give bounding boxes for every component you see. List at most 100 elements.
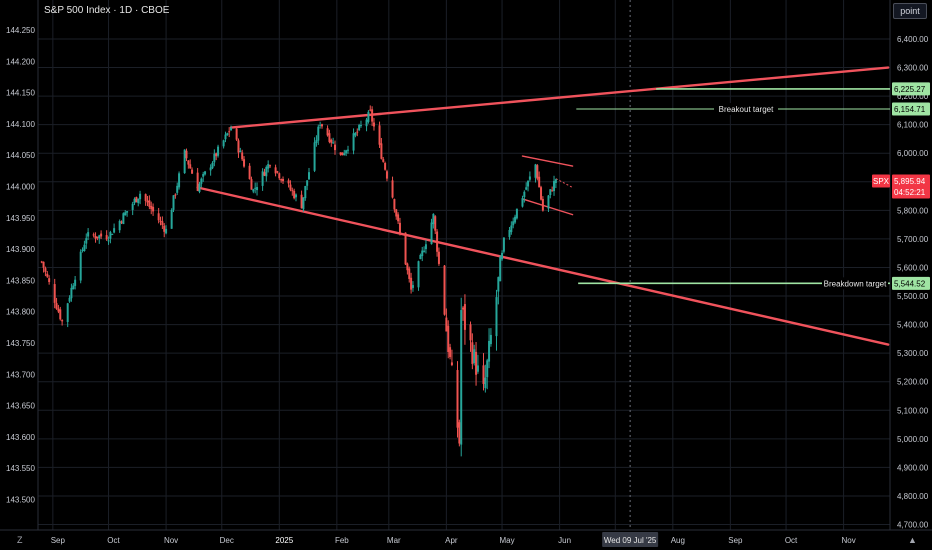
candle[interactable] bbox=[308, 172, 311, 180]
candle[interactable] bbox=[549, 189, 552, 195]
candle[interactable] bbox=[397, 214, 400, 222]
candle[interactable] bbox=[321, 124, 323, 127]
candle[interactable] bbox=[68, 297, 71, 302]
candle[interactable] bbox=[256, 187, 259, 191]
candle[interactable] bbox=[269, 165, 272, 167]
candle[interactable] bbox=[317, 126, 320, 141]
candle[interactable] bbox=[295, 194, 298, 198]
candle[interactable] bbox=[367, 111, 370, 122]
candle[interactable] bbox=[83, 244, 86, 251]
candle[interactable] bbox=[59, 309, 62, 320]
candle[interactable] bbox=[443, 265, 446, 315]
candle[interactable] bbox=[198, 183, 201, 192]
candle[interactable] bbox=[230, 127, 233, 131]
candle[interactable] bbox=[100, 233, 103, 237]
candle[interactable] bbox=[551, 190, 554, 192]
target-lines[interactable]: Breakout target Breakdown target bbox=[576, 88, 890, 290]
scale-settings-icon[interactable]: ▲ bbox=[908, 535, 917, 545]
candle[interactable] bbox=[436, 231, 439, 252]
candle[interactable] bbox=[274, 167, 277, 174]
candle[interactable] bbox=[437, 251, 440, 264]
candle[interactable] bbox=[463, 304, 466, 330]
candle[interactable] bbox=[495, 297, 498, 337]
candle[interactable] bbox=[354, 132, 357, 136]
candle[interactable] bbox=[44, 268, 47, 272]
candle[interactable] bbox=[554, 179, 557, 183]
candle[interactable] bbox=[384, 162, 387, 170]
candle[interactable] bbox=[341, 152, 344, 156]
candle[interactable] bbox=[345, 150, 348, 154]
candle[interactable] bbox=[445, 317, 448, 332]
candle[interactable] bbox=[501, 252, 504, 260]
candle[interactable] bbox=[70, 287, 73, 299]
candle[interactable] bbox=[61, 320, 64, 322]
candle[interactable] bbox=[148, 200, 151, 207]
candle[interactable] bbox=[469, 324, 472, 341]
candle[interactable] bbox=[66, 303, 69, 322]
candle[interactable] bbox=[152, 206, 155, 212]
candle[interactable] bbox=[204, 171, 207, 175]
candle[interactable] bbox=[278, 173, 281, 179]
candle[interactable] bbox=[411, 285, 414, 288]
candle[interactable] bbox=[315, 140, 318, 143]
candle[interactable] bbox=[527, 180, 530, 187]
candle[interactable] bbox=[456, 370, 459, 428]
candle[interactable] bbox=[170, 209, 173, 229]
candle[interactable] bbox=[276, 171, 279, 173]
candle[interactable] bbox=[85, 238, 88, 244]
candle[interactable] bbox=[241, 152, 244, 160]
candle[interactable] bbox=[489, 334, 492, 345]
candle[interactable] bbox=[46, 273, 49, 277]
candle[interactable] bbox=[291, 190, 294, 192]
candle[interactable] bbox=[525, 187, 528, 190]
candle[interactable] bbox=[371, 109, 374, 122]
trendline-1[interactable] bbox=[229, 66, 890, 129]
candle[interactable] bbox=[410, 277, 413, 290]
candle[interactable] bbox=[300, 194, 303, 209]
candle[interactable] bbox=[107, 240, 110, 242]
candle[interactable] bbox=[79, 251, 82, 281]
candle[interactable] bbox=[111, 234, 114, 236]
candle[interactable] bbox=[434, 216, 437, 231]
candle[interactable] bbox=[398, 222, 401, 233]
candle[interactable] bbox=[319, 124, 322, 126]
candle[interactable] bbox=[417, 261, 420, 288]
candle[interactable] bbox=[536, 165, 539, 179]
candle[interactable] bbox=[475, 351, 478, 375]
candle[interactable] bbox=[424, 244, 427, 250]
candle[interactable] bbox=[263, 172, 266, 176]
candle[interactable] bbox=[538, 176, 541, 188]
candle[interactable] bbox=[250, 179, 253, 190]
candle[interactable] bbox=[521, 198, 524, 207]
candle[interactable] bbox=[252, 189, 255, 192]
candle[interactable] bbox=[131, 203, 134, 210]
candle[interactable] bbox=[510, 225, 513, 233]
candle[interactable] bbox=[306, 180, 309, 186]
candle[interactable] bbox=[239, 150, 242, 153]
candle[interactable] bbox=[163, 225, 166, 232]
candle[interactable] bbox=[267, 164, 270, 169]
candle[interactable] bbox=[161, 221, 164, 226]
candle[interactable] bbox=[499, 257, 502, 282]
candle[interactable] bbox=[55, 303, 58, 309]
candle[interactable] bbox=[135, 197, 138, 203]
candle[interactable] bbox=[287, 180, 290, 184]
candle[interactable] bbox=[471, 342, 474, 364]
candle[interactable] bbox=[81, 249, 84, 251]
candle[interactable] bbox=[540, 187, 543, 200]
candle[interactable] bbox=[209, 167, 212, 171]
candle[interactable] bbox=[189, 164, 192, 169]
candle[interactable] bbox=[553, 181, 556, 192]
candle[interactable] bbox=[120, 221, 123, 223]
candle[interactable] bbox=[419, 255, 422, 259]
candle[interactable] bbox=[191, 169, 194, 174]
candle[interactable] bbox=[382, 159, 385, 162]
candle[interactable] bbox=[144, 194, 147, 201]
candle[interactable] bbox=[372, 122, 375, 127]
candle[interactable] bbox=[280, 179, 283, 181]
candle[interactable] bbox=[215, 153, 218, 157]
candle[interactable] bbox=[176, 185, 179, 193]
candle[interactable] bbox=[222, 140, 225, 147]
candle[interactable] bbox=[515, 208, 518, 219]
